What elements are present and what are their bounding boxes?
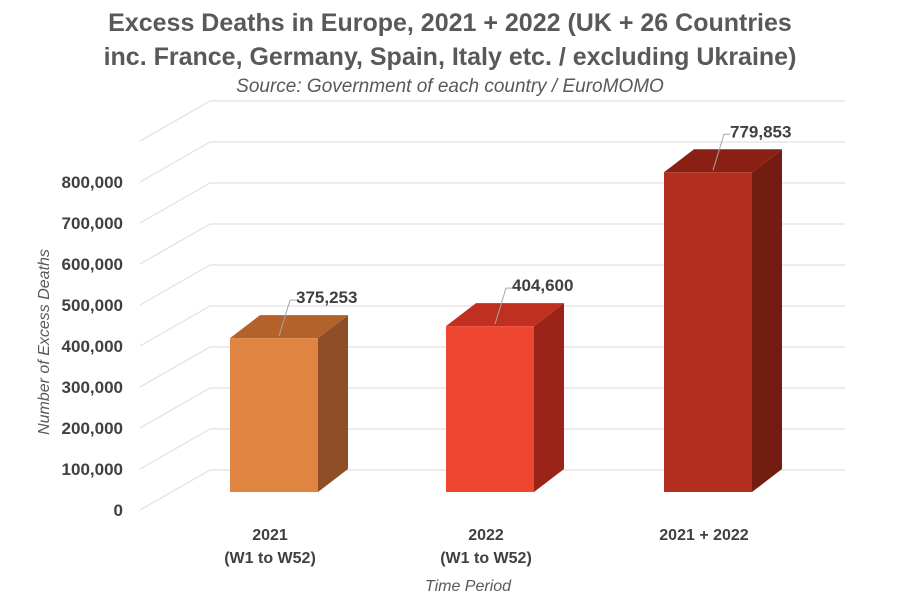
y-tick-label: 100,000 [62, 460, 123, 479]
data-label: 779,853 [730, 122, 791, 141]
data-label: 404,600 [512, 276, 573, 295]
gridline-diagonal [139, 264, 211, 306]
gridline-diagonal [139, 182, 211, 224]
gridline-diagonal [139, 141, 211, 183]
bar-top [664, 149, 782, 173]
gridline-diagonal [139, 387, 211, 429]
bar-1 [230, 315, 348, 492]
bar-front [664, 172, 752, 493]
leader-line [494, 287, 512, 325]
y-tick-label: 200,000 [62, 419, 123, 438]
chart-title-line-2: inc. France, Germany, Spain, Italy etc. … [103, 43, 797, 71]
y-tick-label: 700,000 [62, 214, 123, 233]
y-tick-label: 800,000 [62, 173, 123, 192]
bar-top [446, 303, 564, 327]
gridline-diagonal [139, 346, 211, 388]
bar-front [446, 326, 534, 492]
gridline-diagonal [139, 469, 211, 511]
bar-side [534, 303, 564, 492]
y-tick-label: 300,000 [62, 378, 123, 397]
bars [230, 149, 782, 493]
x-axis-title: Time Period [425, 578, 512, 595]
y-tick-label: 500,000 [62, 296, 123, 315]
bar-3 [664, 149, 782, 493]
leader-line [278, 299, 296, 337]
gridline-diagonal [139, 305, 211, 347]
category-label: 2021 [252, 527, 288, 544]
data-labels: 375,253 404,600 779,853 [278, 122, 791, 337]
bar-side [318, 315, 348, 492]
category-label: (W1 to W52) [224, 550, 316, 567]
y-tick-label: 600,000 [62, 255, 123, 274]
bar-side [752, 149, 782, 493]
chart-title: Excess Deaths in Europe, 2021 + 2022 (UK… [0, 6, 900, 74]
category-label: (W1 to W52) [440, 550, 532, 567]
data-label: 375,253 [296, 288, 357, 307]
y-axis-ticks: 0 100,000 200,000 300,000 400,000 500,000 600,… [62, 173, 123, 520]
bar-front [230, 338, 318, 492]
chart-title-line-1: Excess Deaths in Europe, 2021 + 2022 (UK… [108, 9, 792, 37]
y-tick-label: 400,000 [62, 337, 123, 356]
x-axis-categories: 2021 (W1 to W52) 2022 (W1 to W52) 2021 + 202… [224, 527, 749, 567]
bar-top [230, 315, 348, 339]
chart-subtitle: Source: Government of each country / Eur… [236, 76, 664, 97]
y-axis-title: Number of Excess Deaths [36, 249, 53, 435]
category-label: 2022 [468, 527, 504, 544]
gridline-diagonal [139, 100, 211, 142]
bar-2 [446, 303, 564, 492]
category-label: 2021 + 2022 [659, 527, 749, 544]
y-tick-label: 0 [114, 501, 123, 520]
leader-line [712, 133, 730, 171]
gridline-diagonal [139, 428, 211, 470]
gridline-diagonal [139, 223, 211, 265]
